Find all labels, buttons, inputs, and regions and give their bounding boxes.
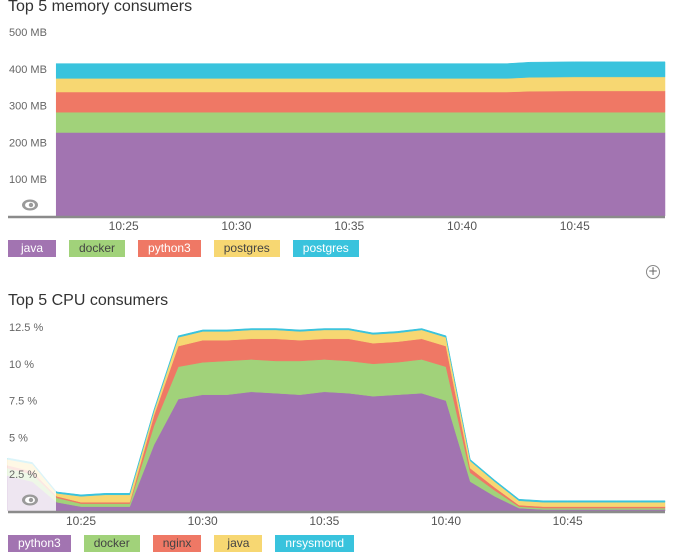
memory-chart[interactable]: 100 MB 200 MB 300 MB 400 MB 500 MB 10:25 10:30… (0, 0, 674, 240)
legend-item-0-2[interactable]: python3 (138, 240, 201, 257)
x-tick-label: 10:40 (431, 514, 461, 528)
eye-toggle-icon[interactable] (22, 494, 38, 506)
x-tick-label: 10:25 (109, 219, 139, 233)
memory-chart-title: Top 5 memory consumers (8, 0, 193, 15)
legend-item-0-0[interactable]: java (8, 240, 56, 257)
x-tick-label: 10:30 (188, 514, 218, 528)
y-tick-label: 300 MB (9, 101, 47, 113)
add-icon[interactable]: + (646, 264, 660, 279)
x-tick-label: 10:25 (66, 514, 96, 528)
eye-toggle-icon[interactable] (22, 199, 38, 211)
y-tick-label: 2.5 % (9, 469, 37, 481)
x-tick-label: 10:45 (553, 514, 583, 528)
cpu-chart[interactable]: 2.5 %5 %7.5 %10 %12.5 %10:25 10:30 10:35 10… (0, 0, 674, 535)
area-series-0-4 (55, 61, 666, 79)
y-tick-label: 10 % (9, 359, 34, 371)
y-tick-label: 5 % (9, 432, 28, 444)
y-tick-label: 400 MB (9, 64, 47, 76)
x-tick-label: 10:40 (447, 219, 477, 233)
legend-item-0-1[interactable]: docker (69, 240, 126, 257)
y-tick-label: 12.5 % (9, 322, 43, 334)
y-tick-label: 100 MB (9, 174, 47, 186)
y-tick-label: 7.5 % (9, 396, 37, 408)
y-tick-label: 200 MB (9, 137, 47, 149)
legend-item-0-3[interactable]: postgres (213, 240, 280, 257)
cpu-legend: python3 docker nginx java nrsysmond (8, 535, 355, 552)
x-tick-label: 10:45 (560, 219, 590, 233)
left-fade-overlay (8, 319, 56, 511)
legend-item-1-0[interactable]: python3 (8, 535, 71, 552)
x-tick-label: 10:35 (334, 219, 364, 233)
legend-item-1-1[interactable]: docker (83, 535, 140, 552)
legend-item-1-3[interactable]: java (214, 535, 263, 552)
area-series-1-4 (7, 328, 666, 503)
memory-legend: java docker python3 postgres postgres (8, 240, 359, 257)
x-tick-label: 10:30 (221, 219, 251, 233)
legend-item-0-4[interactable]: postgres (292, 240, 359, 257)
left-fade-overlay (8, 24, 56, 216)
x-tick-label: 10:35 (309, 514, 339, 528)
y-tick-label: 500 MB (9, 27, 47, 39)
legend-item-1-4[interactable]: nrsysmond (275, 535, 355, 552)
legend-item-1-2[interactable]: nginx (152, 535, 202, 552)
cpu-chart-title: Top 5 CPU consumers (8, 292, 169, 309)
